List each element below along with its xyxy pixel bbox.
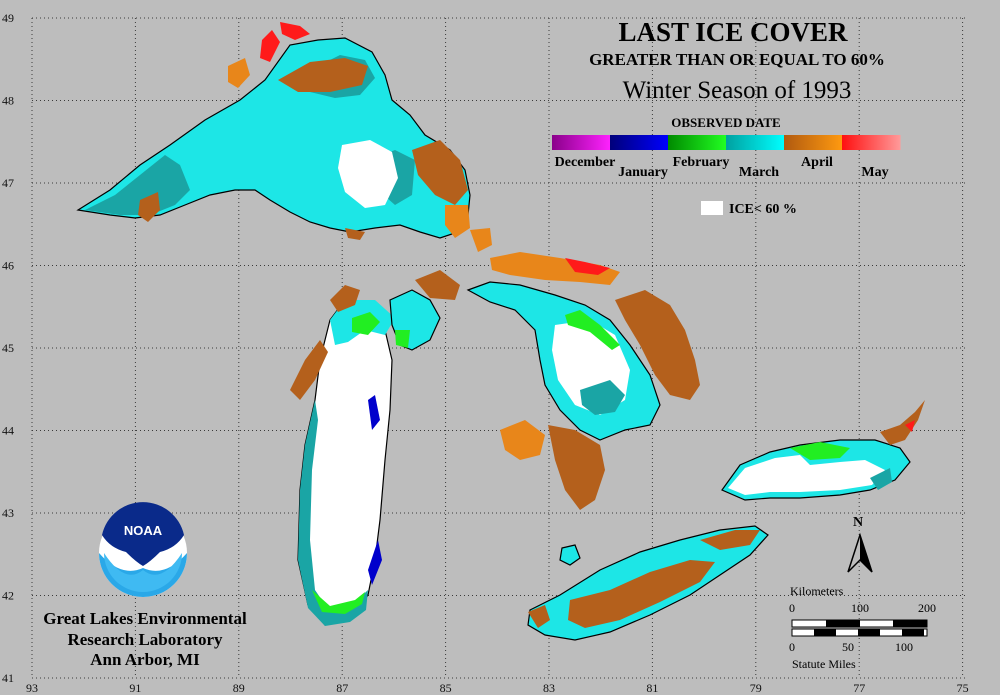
scale-mi-title: Statute Miles xyxy=(792,657,856,671)
legend-label-december: December xyxy=(555,155,616,170)
lake-ontario xyxy=(721,400,925,501)
legend-label-may: May xyxy=(861,165,888,180)
north-arrow-fill-icon xyxy=(860,535,872,572)
scale-km-tick-1: 100 xyxy=(851,601,869,615)
org-line3: Ann Arbor, MI xyxy=(90,650,200,669)
longitude-label: 85 xyxy=(440,681,452,695)
coordinate-grid: 93 91 89 87 85 83 81 79 77 75 49 48 47 46 45 44 43 42 41 xyxy=(2,11,969,695)
longitude-label: 91 xyxy=(129,681,141,695)
legend-heading: OBSERVED DATE xyxy=(671,115,780,130)
legend-label-february: February xyxy=(673,155,730,170)
title-subtitle: GREATER THAN OR EQUAL TO 60% xyxy=(589,50,885,69)
legend-swatch-february xyxy=(668,135,727,150)
latitude-label: 42 xyxy=(2,589,14,603)
noaa-logo-text: NOAA xyxy=(124,523,163,538)
latitude-label: 45 xyxy=(2,341,14,355)
longitude-label: 79 xyxy=(750,681,762,695)
green-bay xyxy=(389,289,441,351)
longitude-label: 83 xyxy=(543,681,555,695)
legend-swatch-april xyxy=(784,135,843,150)
org-line1: Great Lakes Environmental xyxy=(43,609,247,628)
scale-mi-tick-0: 0 xyxy=(789,640,795,654)
scale-km-title: Kilometers xyxy=(790,584,844,598)
lake-superior xyxy=(76,22,471,240)
latitude-label: 43 xyxy=(2,506,14,520)
longitude-label: 75 xyxy=(957,681,969,695)
ice-less-label: ICE< 60 % xyxy=(729,202,797,217)
lake-st-clair xyxy=(559,544,581,566)
legend-swatch-march xyxy=(726,135,785,150)
lake-michigan xyxy=(290,285,395,626)
latitude-label: 46 xyxy=(2,259,14,273)
latitude-label: 49 xyxy=(2,11,14,25)
scale-km-tick-2: 200 xyxy=(918,601,936,615)
title-main: LAST ICE COVER xyxy=(618,17,848,47)
legend-color-bar xyxy=(552,135,901,150)
longitude-label: 87 xyxy=(336,681,348,695)
legend-swatch-january xyxy=(610,135,669,150)
latitude-label: 47 xyxy=(2,176,14,190)
title-season: Winter Season of 1993 xyxy=(623,77,852,104)
legend-label-march: March xyxy=(739,165,779,180)
longitude-label: 93 xyxy=(26,681,38,695)
longitude-label: 81 xyxy=(646,681,658,695)
scale-mi-tick-1: 50 xyxy=(842,640,854,654)
noaa-logo: NOAA xyxy=(99,502,187,597)
scale-km-tick-0: 0 xyxy=(789,601,795,615)
lake-huron xyxy=(415,270,700,510)
scale-mi-tick-2: 100 xyxy=(895,640,913,654)
legend-swatch-may xyxy=(842,135,901,150)
title-block: LAST ICE COVER GREATER THAN OR EQUAL TO … xyxy=(589,17,885,104)
north-arrow: N xyxy=(847,515,873,573)
latitude-label: 48 xyxy=(2,94,14,108)
longitude-label: 89 xyxy=(233,681,245,695)
lake-erie xyxy=(527,525,769,641)
legend-label-april: April xyxy=(801,155,833,170)
north-channel xyxy=(470,228,620,285)
latitude-label: 41 xyxy=(2,671,14,685)
legend-swatch-december xyxy=(552,135,611,150)
org-line2: Research Laboratory xyxy=(67,630,223,649)
organization-block: Great Lakes Environmental Research Labor… xyxy=(43,609,247,669)
north-label: N xyxy=(853,515,863,530)
scale-bar: Kilometers 0 100 200 0 50 100 Statute Mi… xyxy=(789,584,936,671)
latitude-label: 44 xyxy=(2,424,14,438)
legend-label-january: January xyxy=(618,165,668,180)
ice-less-swatch xyxy=(701,201,723,215)
longitude-label: 77 xyxy=(853,681,865,695)
